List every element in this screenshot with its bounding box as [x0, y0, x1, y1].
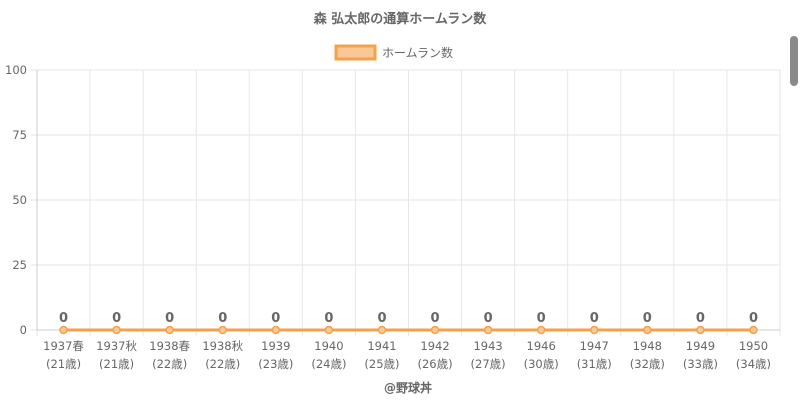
- data-labels: 0 0 0 0 0 0 0 0 0 0 0 0 0 0: [59, 311, 758, 326]
- data-point[interactable]: [218, 325, 227, 335]
- data-label: 0: [324, 311, 333, 326]
- data-point[interactable]: [112, 325, 121, 335]
- legend-label[interactable]: ホームラン数: [382, 45, 453, 60]
- data-label: 0: [112, 311, 121, 326]
- y-tick-label: 0: [20, 323, 27, 337]
- scrollbar-thumb[interactable]: [790, 36, 798, 86]
- data-point[interactable]: [165, 325, 174, 335]
- x-tick-sublabel: (33歳): [683, 357, 718, 371]
- series-line-group: [59, 325, 758, 335]
- x-tick-sublabel: (30歳): [524, 357, 559, 371]
- data-point[interactable]: [536, 325, 546, 335]
- y-tick-label: 100: [5, 63, 27, 77]
- data-point[interactable]: [590, 325, 599, 335]
- legend: ホームラン数: [334, 44, 453, 61]
- data-label: 0: [749, 311, 758, 326]
- data-label: 0: [643, 311, 652, 326]
- data-point[interactable]: [696, 325, 705, 335]
- x-tick-label: 1949: [686, 339, 715, 353]
- grid: [31, 69, 781, 336]
- y-tick-label: 75: [12, 128, 27, 142]
- data-point[interactable]: [59, 325, 68, 335]
- x-tick-sublabel: (22歳): [205, 357, 240, 371]
- x-tick-label: 1947: [580, 339, 609, 353]
- x-tick-label: 1938秋: [202, 339, 243, 353]
- x-tick-sublabel: (32歳): [630, 357, 665, 371]
- x-tick-sublabel: (34歳): [736, 357, 771, 371]
- x-tick-sublabel: (26歳): [417, 357, 452, 371]
- data-point[interactable]: [377, 325, 387, 335]
- x-tick-label: 1938春: [149, 339, 190, 353]
- axes: 0 25 50 75 100 1937春 (21歳) 1937秋 (21歳) 1938春 (22歳)…: [5, 63, 780, 371]
- x-tick-sublabel: (27歳): [471, 357, 506, 371]
- data-label: 0: [484, 311, 493, 326]
- x-tick-sublabel: (22歳): [152, 357, 187, 371]
- data-label: 0: [590, 311, 599, 326]
- x-tick-label: 1940: [314, 339, 343, 353]
- data-label: 0: [431, 311, 440, 326]
- data-point[interactable]: [430, 325, 440, 335]
- x-tick-label: 1939: [261, 339, 290, 353]
- data-point[interactable]: [271, 325, 281, 335]
- y-tick-label: 25: [12, 258, 27, 272]
- data-point[interactable]: [483, 325, 493, 335]
- x-tick-sublabel: (21歳): [46, 357, 81, 371]
- data-point[interactable]: [749, 325, 758, 335]
- data-label: 0: [377, 311, 386, 326]
- data-label: 0: [218, 311, 227, 326]
- x-tick-sublabel: (24歳): [311, 357, 346, 371]
- data-label: 0: [271, 311, 280, 326]
- x-tick-label: 1937春: [43, 339, 84, 353]
- data-label: 0: [537, 311, 546, 326]
- data-label: 0: [696, 311, 705, 326]
- x-tick-sublabel: (31歳): [577, 357, 612, 371]
- x-tick-label: 1946: [527, 339, 556, 353]
- y-tick-label: 50: [12, 193, 27, 207]
- x-tick-sublabel: (25歳): [364, 357, 399, 371]
- data-label: 0: [165, 311, 174, 326]
- x-tick-label: 1942: [420, 339, 449, 353]
- legend-swatch: [334, 44, 377, 61]
- x-tick-label: 1941: [367, 339, 396, 353]
- x-tick-label: 1950: [739, 339, 768, 353]
- x-tick-sublabel: (23歳): [258, 357, 293, 371]
- x-tick-sublabel: (21歳): [99, 357, 134, 371]
- data-point[interactable]: [643, 325, 652, 335]
- x-tick-label: 1937秋: [96, 339, 137, 353]
- credit: @野球丼: [384, 380, 432, 395]
- x-tick-label: 1948: [633, 339, 662, 353]
- chart-title: 森 弘太郎の通算ホームラン数: [314, 11, 487, 27]
- data-label: 0: [59, 311, 68, 326]
- x-tick-label: 1943: [473, 339, 502, 353]
- data-point[interactable]: [324, 325, 334, 335]
